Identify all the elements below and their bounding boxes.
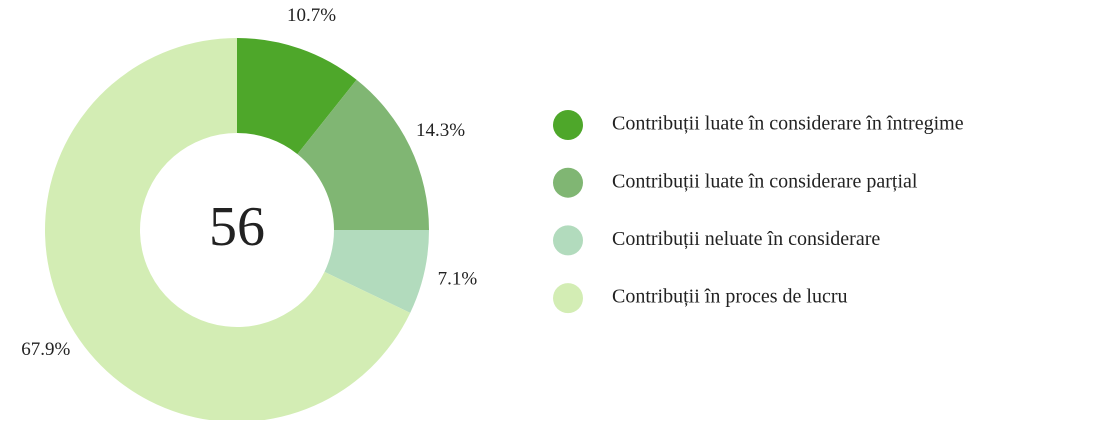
legend-label: Contribuții luate în considerare parțial <box>612 170 918 192</box>
legend-swatch <box>553 283 583 314</box>
legend-label: Contribuții neluate în considerare <box>612 228 880 250</box>
donut-slice <box>44 38 411 422</box>
slice-label: 7.1% <box>438 268 478 289</box>
slice-label: 10.7% <box>287 5 336 26</box>
center-label: 56 <box>209 196 265 258</box>
donut-slice <box>297 79 429 230</box>
legend-swatch <box>553 110 583 140</box>
donut-slice <box>237 38 357 155</box>
legend-label: Contribuții în proces de lucru <box>612 286 848 308</box>
legend-label: Contribuții luate în considerare în într… <box>612 113 964 135</box>
slice-label: 67.9% <box>21 339 70 360</box>
legend-swatch <box>553 225 583 256</box>
legend-swatch <box>553 167 583 198</box>
slice-label: 14.3% <box>416 120 465 141</box>
donut-slice <box>324 230 429 313</box>
